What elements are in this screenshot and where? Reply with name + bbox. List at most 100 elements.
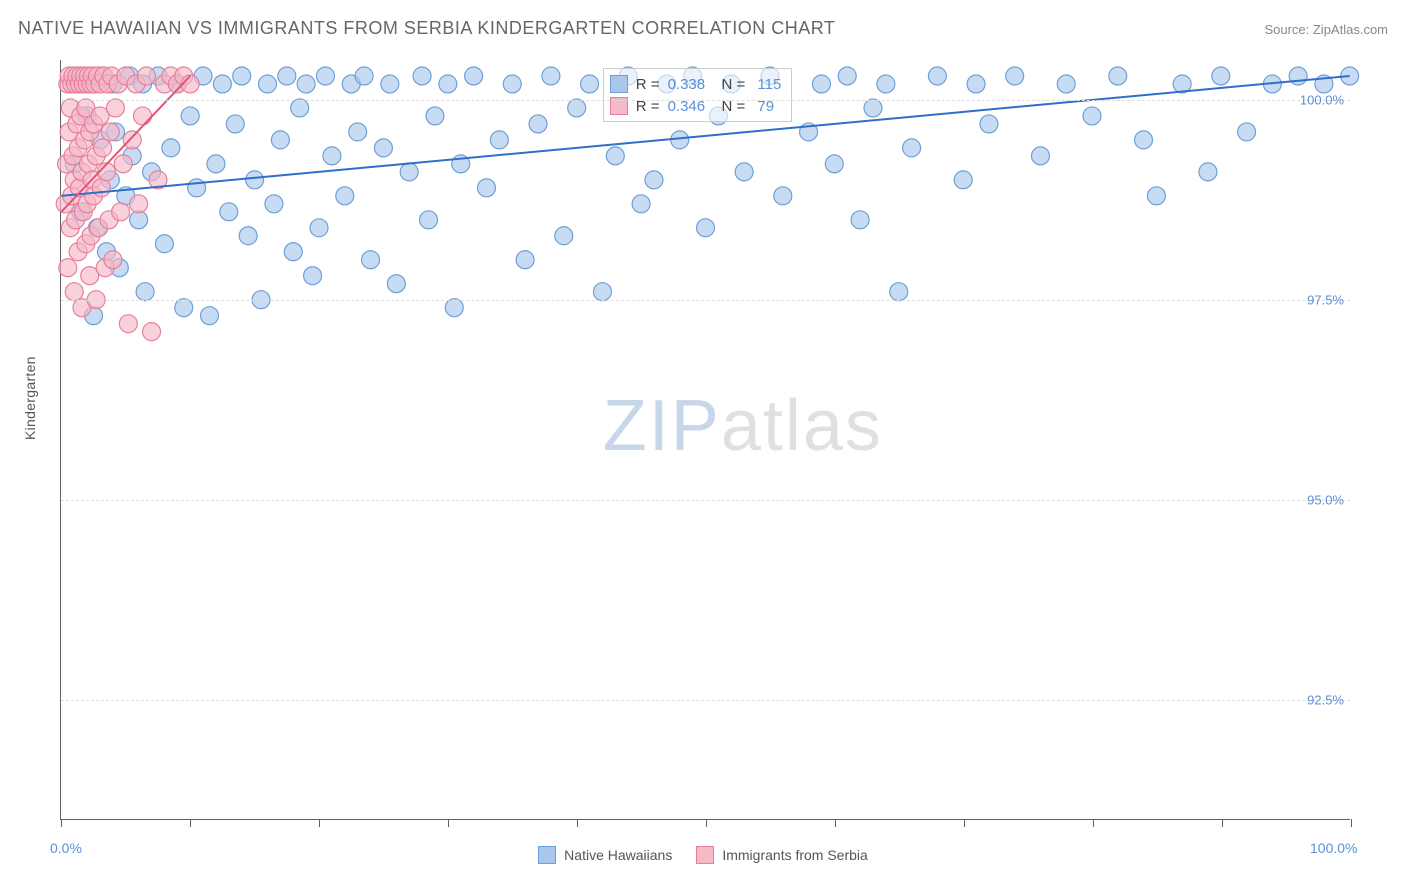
scatter-point [439,75,457,93]
legend-n-label: N = [713,76,745,93]
bottom-legend-item: Native Hawaiians [538,846,672,864]
y-tick-label: 97.5% [1307,293,1344,308]
scatter-point [65,283,83,301]
scatter-point [175,299,193,317]
gridline-h [61,100,1350,101]
scatter-point [1057,75,1075,93]
scatter-point [735,163,753,181]
plot-svg [61,60,1350,819]
scatter-point [445,299,463,317]
y-tick-label: 100.0% [1300,93,1344,108]
scatter-point [304,267,322,285]
legend-n-value: 115 [753,76,781,93]
scatter-point [954,171,972,189]
scatter-point [94,139,112,157]
scatter-point [374,139,392,157]
x-tick [706,819,707,827]
x-tick [1351,819,1352,827]
scatter-point [336,187,354,205]
scatter-point [130,195,148,213]
scatter-point [632,195,650,213]
scatter-point [774,187,792,205]
scatter-point [529,115,547,133]
scatter-point [155,235,173,253]
scatter-point [362,251,380,269]
scatter-point [645,171,663,189]
bottom-legend-label: Native Hawaiians [564,847,672,863]
y-tick-label: 92.5% [1307,693,1344,708]
scatter-point [478,179,496,197]
scatter-point [278,67,296,85]
x-tick [448,819,449,827]
scatter-point [812,75,830,93]
scatter-point [130,211,148,229]
legend-r-label: R = [636,76,660,93]
scatter-point [967,75,985,93]
scatter-point [220,203,238,221]
y-tick-label: 95.0% [1307,493,1344,508]
x-tick [964,819,965,827]
scatter-point [825,155,843,173]
x-tick [190,819,191,827]
scatter-point [877,75,895,93]
scatter-point [92,179,110,197]
legend-swatch [696,846,714,864]
scatter-point [265,195,283,213]
scatter-point [542,67,560,85]
scatter-point [568,99,586,117]
scatter-point [355,67,373,85]
bottom-legend-label: Immigrants from Serbia [722,847,867,863]
scatter-point [310,219,328,237]
source-label: Source: ZipAtlas.com [1264,22,1388,37]
scatter-point [890,283,908,301]
scatter-point [119,315,137,333]
scatter-point [838,67,856,85]
scatter-point [297,75,315,93]
scatter-point [271,131,289,149]
scatter-point [162,139,180,157]
scatter-point [1212,67,1230,85]
scatter-point [465,67,483,85]
x-tick [835,819,836,827]
scatter-point [387,275,405,293]
legend-stats-row: R = 0.338 N = 115 [610,73,782,95]
scatter-point [59,259,77,277]
legend-r-value: 0.338 [668,76,706,93]
legend-swatch [610,75,628,93]
scatter-point [593,283,611,301]
scatter-point [413,67,431,85]
scatter-point [213,75,231,93]
scatter-point [106,99,124,117]
scatter-point [323,147,341,165]
scatter-point [581,75,599,93]
legend-stats-box: R = 0.338 N = 115 R =0.346 N = 79 [603,68,793,122]
bottom-legend-item: Immigrants from Serbia [696,846,867,864]
scatter-point [349,123,367,141]
scatter-point [114,155,132,173]
scatter-point [316,67,334,85]
scatter-point [697,219,715,237]
scatter-point [426,107,444,125]
scatter-point [1031,147,1049,165]
scatter-point [134,107,152,125]
scatter-point [284,243,302,261]
scatter-point [555,227,573,245]
gridline-h [61,300,1350,301]
scatter-point [1238,123,1256,141]
x-tick [61,819,62,827]
legend-stats-row: R =0.346 N = 79 [610,95,782,117]
scatter-point [503,75,521,93]
scatter-point [226,115,244,133]
scatter-point [851,211,869,229]
scatter-point [490,131,508,149]
scatter-point [1083,107,1101,125]
chart-title: NATIVE HAWAIIAN VS IMMIGRANTS FROM SERBI… [18,18,835,39]
scatter-point [420,211,438,229]
scatter-point [246,171,264,189]
scatter-point [980,115,998,133]
scatter-point [400,163,418,181]
scatter-point [201,307,219,325]
plot-area: ZIPatlas R =0.338 N = 115R =0.346 N = 79… [60,60,1350,820]
scatter-point [104,251,122,269]
scatter-point [101,123,119,141]
